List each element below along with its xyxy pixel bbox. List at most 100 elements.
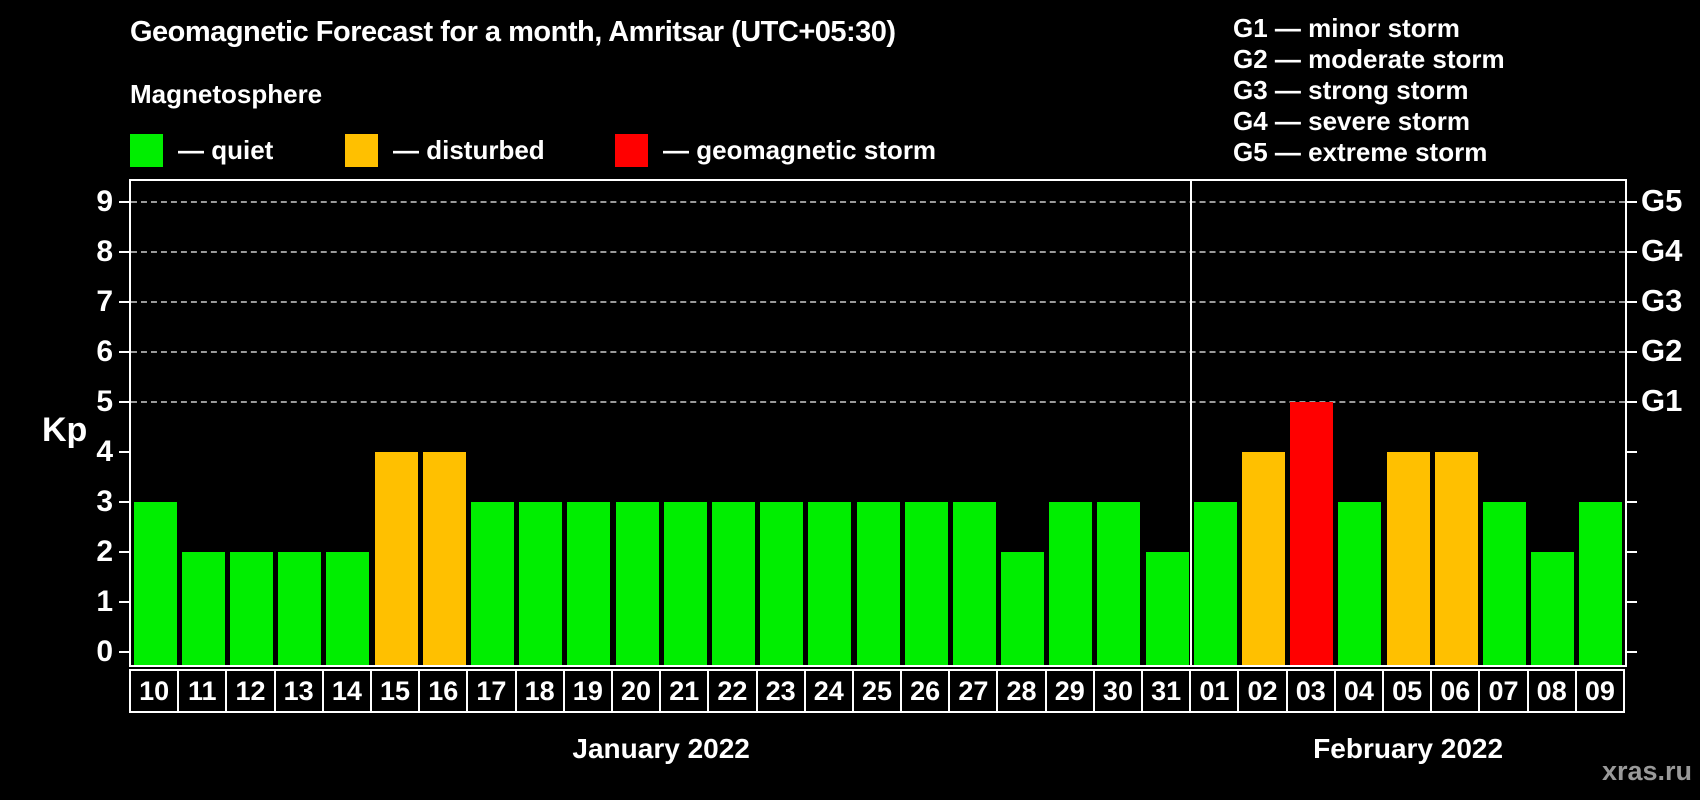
y-tick-label-8: 8 bbox=[96, 235, 113, 268]
y-tick-label-2: 2 bbox=[96, 535, 113, 568]
kp-bar-day-14 bbox=[326, 552, 370, 665]
day-label-08: 08 bbox=[1526, 669, 1577, 713]
y-tick-label-5: 5 bbox=[96, 385, 113, 418]
right-tick-kp0 bbox=[1625, 651, 1637, 653]
kp-bar-day-29 bbox=[1049, 502, 1093, 665]
left-tick-kp7 bbox=[119, 301, 131, 303]
g-legend-line-g5: G5 — extreme storm bbox=[1233, 137, 1488, 167]
day-label-19: 19 bbox=[562, 669, 613, 713]
month-label-february: February 2022 bbox=[1313, 733, 1504, 764]
gridline-kp6 bbox=[131, 351, 1625, 353]
kp-bar-day-02 bbox=[1242, 452, 1286, 665]
g-legend-line-g4: G4 — severe storm bbox=[1233, 106, 1471, 136]
day-label-18: 18 bbox=[514, 669, 565, 713]
y-tick-label-3: 3 bbox=[96, 485, 113, 518]
day-label-14: 14 bbox=[321, 669, 372, 713]
right-axis-label-g3: G3 bbox=[1641, 283, 1683, 318]
month-separator-line bbox=[1190, 181, 1193, 665]
day-label-21: 21 bbox=[659, 669, 710, 713]
right-tick-kp1 bbox=[1625, 601, 1637, 603]
disturbed-color-swatch bbox=[345, 134, 378, 167]
gridline-kp8 bbox=[131, 251, 1625, 253]
legend-item-disturbed: — disturbed bbox=[345, 134, 545, 167]
left-tick-kp4 bbox=[119, 451, 131, 453]
kp-bar-day-03 bbox=[1290, 402, 1334, 665]
right-tick-kp6 bbox=[1625, 351, 1637, 353]
legend-label-storm: — geomagnetic storm bbox=[663, 135, 937, 165]
day-label-13: 13 bbox=[273, 669, 324, 713]
right-tick-kp7 bbox=[1625, 301, 1637, 303]
kp-bar-day-15 bbox=[374, 452, 418, 665]
legend-item-quiet: — quiet bbox=[130, 134, 273, 167]
right-axis-label-g1: G1 bbox=[1641, 383, 1683, 418]
kp-bar-day-28 bbox=[1001, 552, 1045, 665]
kp-bar-day-17 bbox=[470, 502, 514, 665]
day-label-17: 17 bbox=[466, 669, 517, 713]
right-axis-label-g4: G4 bbox=[1641, 233, 1683, 268]
right-tick-kp5 bbox=[1625, 401, 1637, 403]
day-label-22: 22 bbox=[707, 669, 758, 713]
day-label-26: 26 bbox=[900, 669, 951, 713]
day-label-11: 11 bbox=[177, 669, 228, 713]
kp-bar-day-08 bbox=[1531, 552, 1575, 665]
kp-bar-day-13 bbox=[278, 552, 322, 665]
y-tick-label-6: 6 bbox=[96, 335, 113, 368]
kp-bar-day-06 bbox=[1434, 452, 1478, 665]
page-title: Geomagnetic Forecast for a month, Amrits… bbox=[130, 16, 896, 48]
day-label-09: 09 bbox=[1574, 669, 1625, 713]
right-axis-label-g5: G5 bbox=[1641, 183, 1683, 218]
left-tick-kp6 bbox=[119, 351, 131, 353]
day-label-31: 31 bbox=[1141, 669, 1192, 713]
day-label-07: 07 bbox=[1478, 669, 1529, 713]
day-label-06: 06 bbox=[1430, 669, 1481, 713]
kp-bar-day-21 bbox=[663, 502, 707, 665]
right-axis-label-g2: G2 bbox=[1641, 333, 1683, 368]
y-tick-label-7: 7 bbox=[96, 285, 113, 318]
left-tick-kp9 bbox=[119, 201, 131, 203]
y-tick-label-1: 1 bbox=[96, 585, 113, 618]
left-tick-kp8 bbox=[119, 251, 131, 253]
day-label-03: 03 bbox=[1285, 669, 1336, 713]
kp-bar-day-20 bbox=[615, 502, 659, 665]
kp-bar-day-04 bbox=[1338, 502, 1382, 665]
month-label-january: January 2022 bbox=[572, 733, 750, 764]
kp-bar-day-09 bbox=[1579, 502, 1623, 665]
g-legend-line-g3: G3 — strong storm bbox=[1233, 75, 1469, 105]
day-label-29: 29 bbox=[1044, 669, 1095, 713]
g-scale-legend: G1 — minor storm G2 — moderate storm G3 … bbox=[1233, 13, 1505, 168]
watermark: xras.ru bbox=[1601, 756, 1692, 786]
y-axis-label: Kp bbox=[42, 411, 88, 449]
kp-bar-day-26 bbox=[904, 502, 948, 665]
g-legend-line-g2: G2 — moderate storm bbox=[1233, 44, 1505, 74]
legend-label-quiet: — quiet bbox=[178, 135, 274, 165]
kp-bar-day-19 bbox=[567, 502, 611, 665]
day-label-16: 16 bbox=[418, 669, 469, 713]
kp-bar-day-24 bbox=[808, 502, 852, 665]
left-tick-kp5 bbox=[119, 401, 131, 403]
legend-item-storm: — geomagnetic storm bbox=[615, 134, 936, 167]
right-tick-kp9 bbox=[1625, 201, 1637, 203]
gridline-kp7 bbox=[131, 301, 1625, 303]
left-tick-kp0 bbox=[119, 651, 131, 653]
left-tick-kp2 bbox=[119, 551, 131, 553]
kp-bar-day-16 bbox=[422, 452, 466, 665]
day-label-15: 15 bbox=[369, 669, 421, 713]
kp-bar-day-12 bbox=[229, 552, 273, 665]
day-label-01: 01 bbox=[1189, 669, 1240, 713]
day-label-24: 24 bbox=[803, 669, 854, 713]
gridline-kp5 bbox=[131, 401, 1625, 403]
kp-bar-day-23 bbox=[760, 502, 804, 665]
gridline-kp9 bbox=[131, 201, 1625, 203]
kp-bar-day-18 bbox=[519, 502, 563, 665]
y-tick-label-9: 9 bbox=[96, 185, 113, 218]
quiet-color-swatch bbox=[130, 134, 163, 167]
right-tick-kp3 bbox=[1625, 501, 1637, 503]
day-label-10: 10 bbox=[129, 669, 180, 713]
kp-bar-day-31 bbox=[1145, 552, 1189, 665]
kp-bar-day-01 bbox=[1193, 502, 1237, 665]
kp-bar-day-22 bbox=[711, 502, 755, 665]
left-tick-kp1 bbox=[119, 601, 131, 603]
right-tick-kp8 bbox=[1625, 251, 1637, 253]
kp-bar-day-25 bbox=[856, 502, 900, 665]
